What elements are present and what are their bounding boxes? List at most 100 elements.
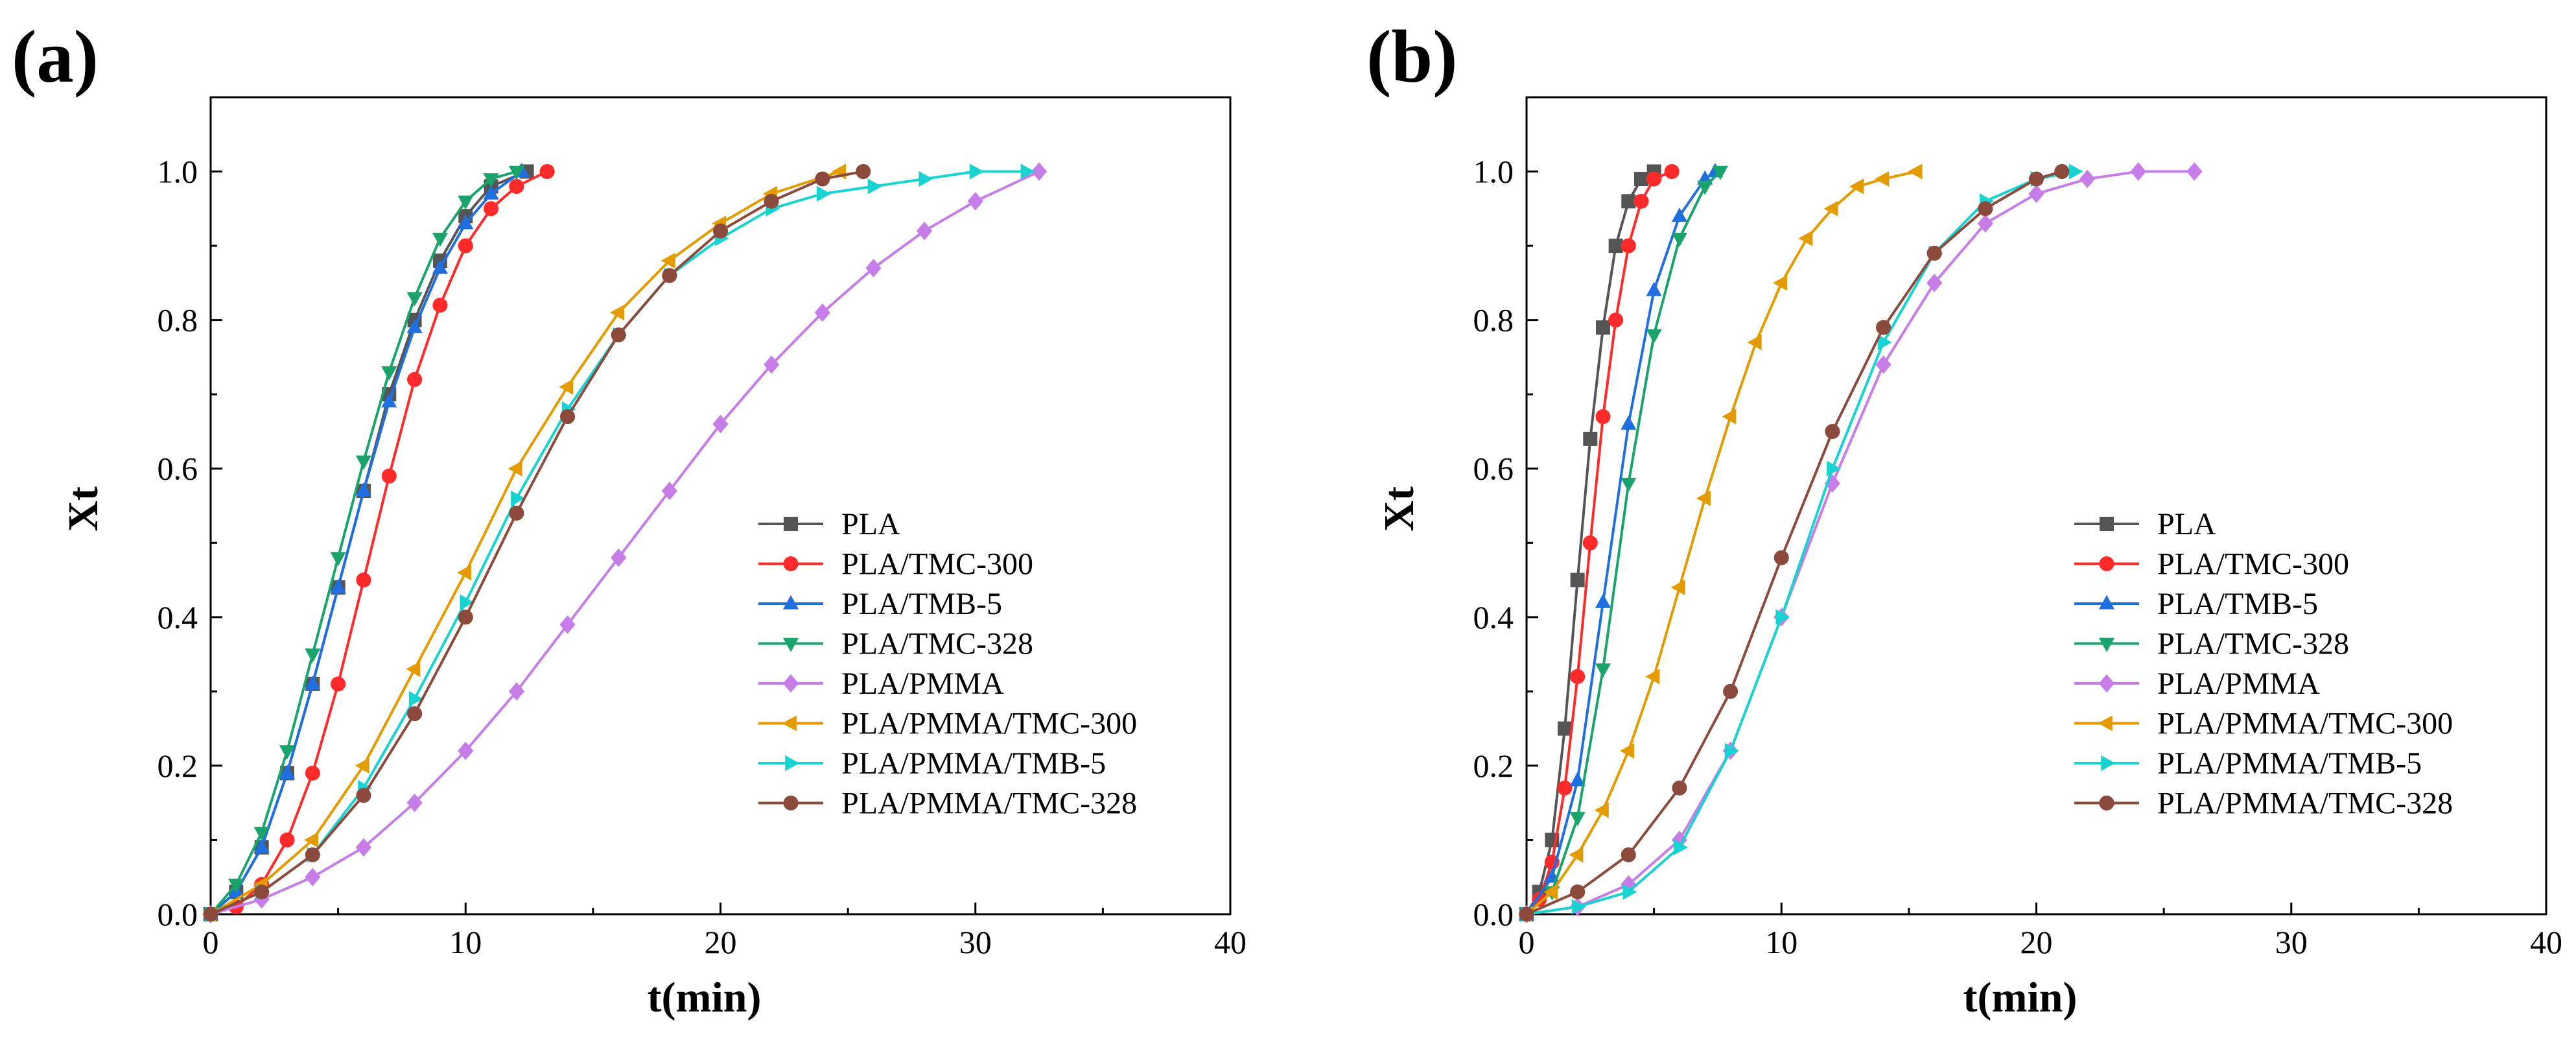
y-tick-label-b-1: 0.2	[1473, 748, 1514, 784]
x-tick-label-b-0: 0	[1519, 924, 1535, 960]
data-point-a-7-1	[254, 884, 270, 900]
data-point-a-5-5	[457, 564, 472, 581]
data-point-a-7-10	[712, 223, 729, 239]
legend-marker-b-0	[2100, 517, 2114, 531]
data-point-a-7-8	[611, 327, 626, 343]
series-line-b-5	[1525, 170, 1917, 916]
data-point-a-5-8	[610, 305, 624, 321]
data-point-b-5-13	[1849, 178, 1864, 195]
data-point-a-2-4	[305, 675, 321, 690]
data-point-a-7-2	[305, 847, 320, 862]
series-line-a-2	[209, 170, 522, 916]
data-point-b-7-3	[1672, 780, 1687, 796]
series-line-a-5	[209, 170, 841, 916]
legend-label-b-6: PLA/PMMA/TMB-5	[2157, 746, 2422, 781]
data-point-a-4-7	[559, 615, 576, 634]
data-point-a-2-9	[432, 259, 449, 274]
legend-label-a-4: PLA/PMMA	[841, 667, 1004, 701]
data-point-b-5-2	[1569, 847, 1584, 863]
data-point-a-3-6	[355, 455, 372, 470]
data-point-a-5-6	[508, 460, 522, 477]
data-point-a-1-13	[539, 163, 555, 180]
data-point-a-2-5	[330, 578, 346, 593]
series-line-b-1	[1525, 170, 1672, 916]
data-point-b-2-5	[1646, 281, 1662, 296]
data-point-b-5-1	[1543, 884, 1558, 900]
data-point-b-2-6	[1671, 207, 1688, 222]
data-point-a-4-8	[611, 548, 627, 567]
chart-panel-a: 0 10 20 30 400.00.20.40.60.81.0t(min)Xt PLAPL…	[60, 96, 1247, 1021]
y-tick-label-a-5: 1.0	[158, 154, 198, 190]
data-point-b-7-9	[1978, 201, 1993, 217]
legend-marker-b-7	[2099, 795, 2114, 811]
data-point-b-7-2	[1621, 847, 1636, 862]
data-point-b-3-8	[1712, 165, 1728, 180]
data-point-a-3-4	[305, 648, 321, 663]
data-point-b-1-6	[1595, 408, 1611, 425]
x-tick-label-a-2: 20	[705, 924, 737, 960]
data-point-b-7-11	[2054, 163, 2070, 180]
data-point-a-3-5	[330, 552, 346, 567]
series-b-7	[1519, 163, 2070, 922]
y-tick-label-a-1: 0.2	[158, 748, 198, 784]
x-tick-label-a-4: 40	[1214, 924, 1247, 960]
data-point-b-4-7	[1875, 355, 1891, 374]
data-point-a-7-11	[764, 193, 779, 209]
data-point-a-4-9	[661, 481, 677, 501]
data-point-a-2-10	[458, 215, 474, 230]
series-a-7	[203, 163, 871, 922]
data-point-b-6-4	[1724, 742, 1739, 759]
legend-marker-b-4	[2098, 674, 2115, 693]
y-tick-label-a-4: 0.8	[158, 302, 198, 338]
data-point-a-4-15	[967, 192, 983, 211]
legend-label-b-7: PLA/PMMA/TMC-328	[2157, 786, 2453, 821]
x-tick-label-a-3: 30	[959, 924, 992, 960]
data-point-b-1-11	[1664, 163, 1680, 180]
data-point-a-4-5	[458, 741, 474, 761]
data-point-a-5-9	[661, 252, 675, 269]
data-point-a-7-13	[856, 163, 871, 180]
series-b-3	[1518, 165, 1728, 923]
data-point-b-0-4	[1570, 573, 1585, 587]
legend-marker-a-7	[783, 795, 799, 811]
legend-label-b-2: PLA/TMB-5	[2157, 587, 2318, 621]
data-point-b-6-3	[1674, 839, 1689, 856]
data-point-a-6-13	[867, 178, 882, 195]
y-tick-label-a-0: 0.0	[158, 896, 198, 932]
data-point-b-4-9	[1977, 214, 1993, 233]
data-point-a-7-9	[662, 268, 677, 283]
data-point-a-4-4	[406, 793, 423, 812]
data-point-a-6-16	[1020, 163, 1035, 180]
data-point-a-1-8	[407, 372, 423, 387]
data-point-b-6-1	[1571, 899, 1586, 915]
data-point-a-6-4	[408, 691, 423, 707]
series-b-1	[1519, 163, 1680, 922]
data-point-a-2-2	[253, 838, 270, 853]
chart-panel-b: 0 10 20 30 400.00.20.40.60.81.0t(min)Xt PLAPL…	[1376, 96, 2562, 1021]
legend-marker-b-1	[2099, 556, 2114, 572]
data-point-b-6-2	[1622, 884, 1637, 900]
data-point-b-7-7	[1876, 320, 1891, 335]
data-point-a-3-10	[458, 195, 474, 210]
data-point-b-0-9	[1633, 172, 1648, 186]
data-point-a-1-7	[381, 468, 397, 484]
data-point-a-3-7	[381, 366, 397, 381]
data-point-b-0-3	[1557, 721, 1572, 736]
data-point-a-3-3	[279, 745, 296, 760]
data-point-b-5-9	[1747, 334, 1762, 351]
legend-marker-a-3	[782, 637, 799, 652]
data-point-a-7-5	[458, 609, 473, 625]
y-tick-label-b-5: 1.0	[1473, 154, 1514, 190]
legend-label-b-1: PLA/TMC-300	[2157, 547, 2349, 582]
data-point-a-5-4	[406, 661, 421, 678]
data-point-a-6-6	[511, 490, 526, 506]
data-point-a-7-7	[560, 408, 576, 425]
legend-label-a-1: PLA/TMC-300	[841, 547, 1033, 582]
data-point-b-5-3	[1594, 802, 1609, 818]
x-tick-label-a-0: 0	[203, 924, 219, 960]
data-point-a-4-11	[764, 355, 780, 374]
data-point-b-7-8	[1926, 245, 1942, 261]
series-line-a-7	[210, 170, 864, 916]
data-point-b-4-13	[2186, 162, 2203, 181]
legend-marker-b-2	[2098, 595, 2115, 609]
